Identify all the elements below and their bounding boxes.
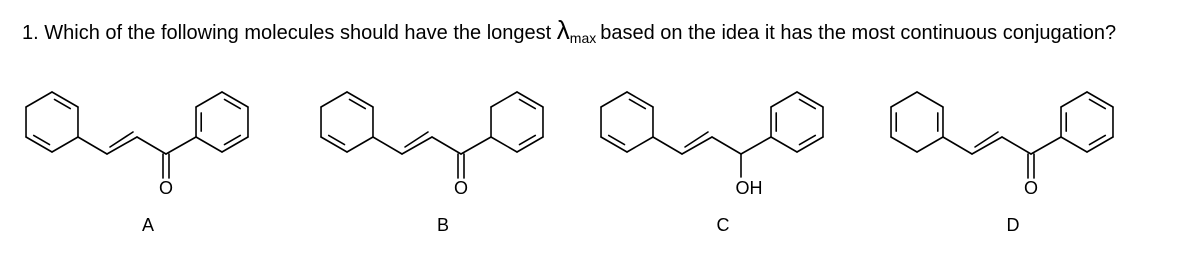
atom-label: O (454, 178, 468, 198)
bond (607, 134, 626, 146)
bond (401, 136, 433, 155)
molecule: OB (320, 91, 544, 235)
lambda-symbol: λ (556, 15, 570, 45)
bond (346, 91, 374, 108)
molecule-label: C (717, 215, 730, 235)
bond (628, 98, 647, 110)
bond (106, 136, 138, 155)
bond (600, 91, 628, 108)
bond (600, 136, 628, 153)
bond (516, 91, 544, 108)
bond (51, 136, 79, 153)
bond (195, 91, 223, 108)
bond (165, 136, 197, 155)
bond (223, 134, 242, 146)
question: 1. Which of the following molecules shou… (22, 12, 1122, 56)
bond (681, 136, 713, 155)
lambda-subscript: max (569, 30, 597, 46)
bond (136, 136, 167, 155)
bond (626, 91, 654, 108)
bond (1088, 134, 1107, 146)
bond (221, 91, 249, 108)
bond (770, 91, 798, 108)
bond (770, 136, 798, 153)
bond (890, 136, 918, 153)
bond (518, 98, 537, 110)
molecule: OH C (600, 91, 824, 235)
bond (32, 134, 51, 146)
bond (372, 136, 403, 155)
bond (1086, 136, 1114, 153)
question-text: Which of the following molecules should … (44, 22, 552, 44)
bond (942, 136, 973, 155)
bond (348, 98, 367, 110)
bond (1086, 91, 1114, 108)
molecule-label: B (437, 215, 449, 235)
question-number: 1. (22, 22, 39, 44)
bond (711, 136, 742, 155)
bond (327, 134, 346, 146)
bond (1001, 136, 1032, 155)
bond (320, 91, 348, 108)
bond (221, 136, 249, 153)
bond (195, 136, 223, 153)
bond (460, 136, 492, 155)
bond (796, 136, 824, 153)
bond (798, 98, 817, 110)
bond (626, 136, 654, 153)
bond (1088, 98, 1107, 110)
molecule: OD (890, 91, 1114, 235)
bond (490, 136, 518, 153)
atom-label: O (1024, 178, 1038, 198)
bond (77, 136, 108, 155)
bond (320, 136, 348, 153)
bond (516, 136, 544, 153)
bond (890, 91, 918, 108)
bond (51, 91, 79, 108)
bond (1060, 136, 1088, 153)
bond (1030, 136, 1062, 155)
bond (684, 131, 709, 148)
bond (916, 136, 944, 153)
bond (431, 136, 462, 155)
bond (798, 134, 817, 146)
bond (490, 91, 518, 108)
bond (25, 91, 53, 108)
bond (109, 131, 134, 148)
bond (404, 131, 429, 148)
molecule-label: D (1007, 215, 1020, 235)
bond (346, 136, 374, 153)
bond (974, 131, 999, 148)
bond (916, 91, 944, 108)
question-text: based on the idea it has the most contin… (600, 22, 1117, 44)
molecule-label: A (142, 215, 154, 235)
bond (652, 136, 683, 155)
molecule: OA (25, 91, 249, 235)
bond (223, 98, 242, 110)
atom-label: OH (736, 178, 763, 198)
bond (53, 98, 72, 110)
bond (740, 136, 772, 155)
bond (25, 136, 53, 153)
bond (796, 91, 824, 108)
bond (1060, 91, 1088, 108)
bond (518, 134, 537, 146)
atom-label: O (159, 178, 173, 198)
bond (971, 136, 1003, 155)
